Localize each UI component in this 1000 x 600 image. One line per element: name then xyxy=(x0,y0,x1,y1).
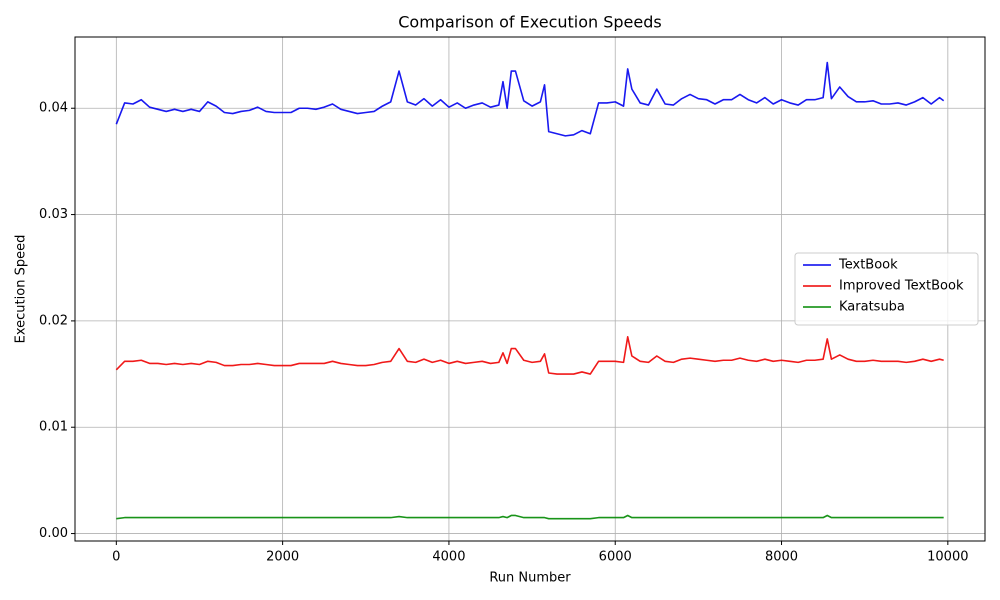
series-line xyxy=(115,336,944,375)
y-tick-label: 0.01 xyxy=(39,420,68,435)
legend-label: TextBook xyxy=(838,258,898,273)
legend: TextBook Improved TextBook Karatsuba xyxy=(794,252,979,326)
x-axis-label: Run Number xyxy=(489,571,571,586)
x-tick-label: 4000 xyxy=(432,550,465,565)
y-tick-label: 0.03 xyxy=(39,207,68,222)
x-tick-label: 10000 xyxy=(927,550,968,565)
series-line xyxy=(115,61,945,137)
chart-title: Comparison of Execution Speeds xyxy=(398,13,661,32)
y-tick-label: 0.02 xyxy=(39,313,68,328)
series-line xyxy=(116,514,944,520)
x-tick-label: 2000 xyxy=(266,550,299,565)
legend-label: Karatsuba xyxy=(839,300,905,315)
x-tick-label: 8000 xyxy=(765,550,798,565)
plot-frame xyxy=(74,36,986,542)
y-tick-label: 0.00 xyxy=(39,526,68,541)
legend-label: Improved TextBook xyxy=(839,279,964,294)
y-axis-label: Execution Speed xyxy=(14,235,29,344)
legend-box xyxy=(794,252,979,326)
x-tick-label: 0 xyxy=(112,550,120,565)
y-tick-label: 0.04 xyxy=(39,101,68,116)
x-tick-label: 6000 xyxy=(599,550,632,565)
